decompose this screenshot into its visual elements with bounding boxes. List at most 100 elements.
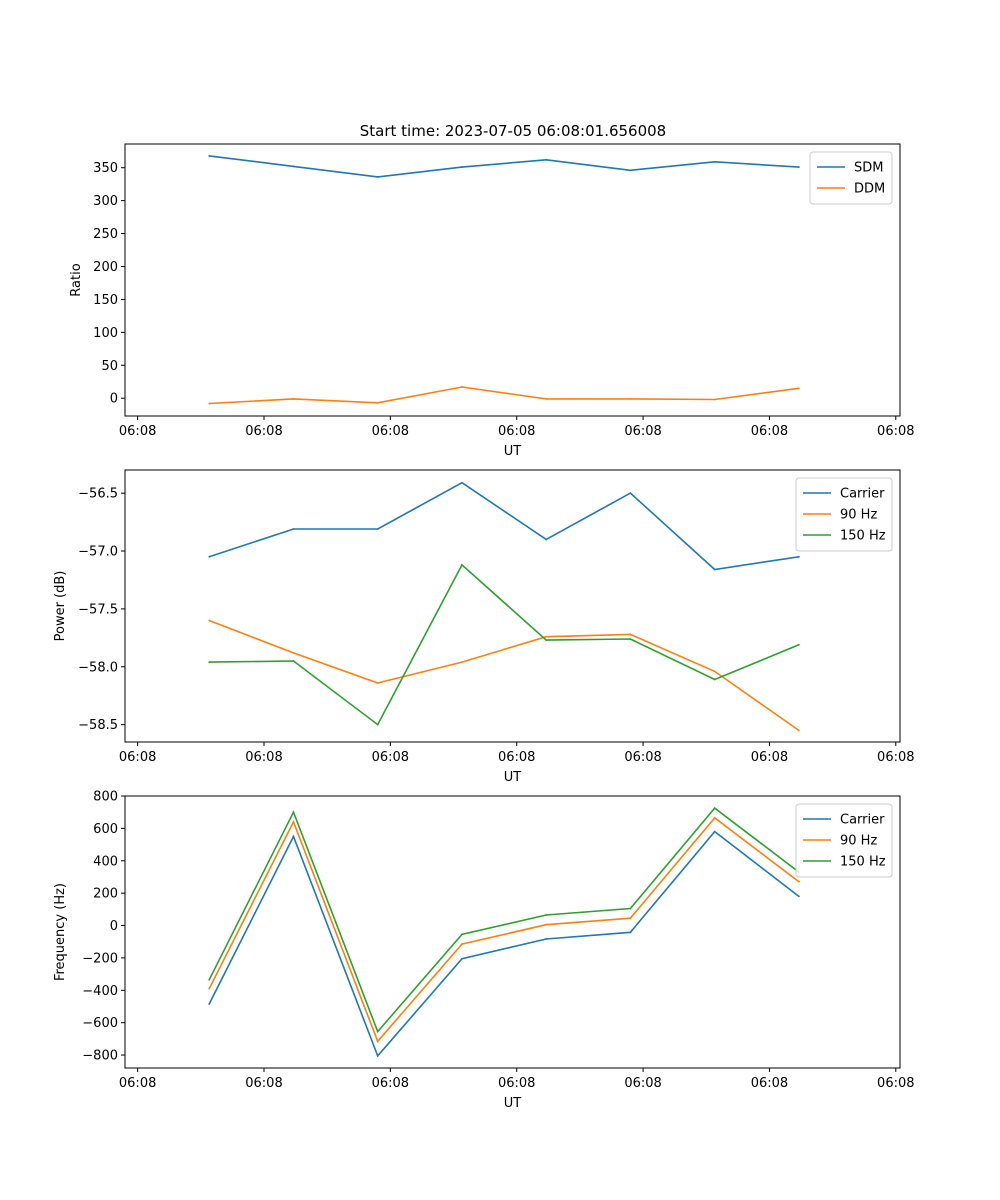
frequency-x-axis-label: UT: [504, 1096, 522, 1111]
power-data-point-150-hz: [208, 661, 211, 664]
frequency-data-point-90-hz: [461, 943, 463, 946]
frequency-series-line-90-hz: [208, 816, 800, 1043]
frequency-data-point-90-hz: [545, 923, 548, 926]
frequency-data-point-carrier: [545, 938, 548, 940]
ratio-series-line-ddm: [209, 386, 800, 405]
power-data-point-90-hz: [461, 661, 463, 664]
power-data-point-90-hz: [713, 670, 716, 673]
power-data-point-90-hz: [629, 633, 632, 636]
power-x-tick-label: 06:08: [119, 750, 156, 765]
power-x-tick-label: 06:08: [245, 750, 282, 765]
frequency-y-tick-label: −800: [82, 1049, 118, 1064]
frequency-series-line-150-hz: [208, 807, 800, 1034]
frequency-data-point-90-hz: [376, 1040, 379, 1043]
frequency-y-axis-label: Frequency (Hz): [53, 883, 68, 981]
power-series-line-90-hz: [208, 619, 800, 732]
ratio-legend-label: SDM: [854, 161, 883, 176]
frequency-data-point-150-hz: [545, 914, 548, 916]
frequency-y-tick-label: 800: [93, 790, 118, 805]
ratio-legend: [809, 151, 893, 205]
ratio-y-tick-label: 100: [93, 326, 118, 341]
ratio-legend-label: DDM: [854, 182, 885, 197]
ratio-data-point-sdm: [713, 160, 716, 163]
ratio-x-tick-label: 06:08: [877, 424, 914, 439]
frequency-x-tick-label: 06:08: [119, 1076, 156, 1091]
frequency-x-tick-label: 06:08: [245, 1076, 282, 1091]
ratio-data-point-sdm: [545, 158, 548, 161]
power-data-point-carrier: [461, 481, 463, 484]
frequency-y-tick-label: 600: [93, 822, 118, 837]
frequency-legend-label: 150 Hz: [840, 855, 886, 870]
frequency-y-tick-label: −200: [82, 951, 118, 966]
power-y-tick-label: −58.0: [78, 660, 118, 675]
ratio-data-point-sdm: [629, 169, 632, 172]
frequency-legend-label: 90 Hz: [840, 834, 877, 849]
power-legend-label: Carrier: [840, 487, 885, 502]
power-data-point-carrier: [292, 528, 295, 530]
power-y-axis-label: Power (dB): [53, 571, 68, 642]
ratio-x-axis-label: UT: [504, 444, 522, 459]
frequency-data-point-carrier: [629, 931, 632, 934]
ratio-y-tick-label: 350: [93, 161, 118, 176]
frequency-chart: 06:08 06:08 06:08 06:08 06:08 06:08 06:08 800 60…: [53, 790, 915, 1112]
ratio-x-tick-label: 06:08: [119, 424, 156, 439]
frequency-y-tick-label: 0: [110, 919, 118, 934]
ratio-data-point-sdm: [798, 166, 800, 168]
frequency-x-tick-label: 06:08: [372, 1076, 409, 1091]
frequency-legend-label: Carrier: [840, 813, 885, 828]
power-data-point-150-hz: [292, 660, 295, 662]
ratio-data-point-ddm: [713, 398, 716, 401]
power-data-point-150-hz: [629, 638, 632, 640]
power-data-point-150-hz: [545, 639, 548, 642]
power-data-point-90-hz: [208, 619, 211, 622]
power-axes-frame: [124, 469, 901, 743]
frequency-data-point-carrier: [292, 835, 295, 838]
ratio-data-point-ddm: [292, 397, 295, 400]
frequency-series-line-carrier: [208, 830, 800, 1058]
ratio-y-tick-label: 50: [101, 359, 118, 374]
power-chart: 06:08 06:08 06:08 06:08 06:08 06:08 06:08 −56.5…: [53, 469, 915, 785]
power-y-tick-label: −57.0: [78, 545, 118, 560]
frequency-legend: [795, 803, 893, 878]
power-y-tick-label: −56.5: [78, 487, 118, 502]
power-legend-label: 150 Hz: [840, 529, 886, 544]
ratio-y-tick-label: 200: [93, 260, 118, 275]
ratio-y-tick-label: 150: [93, 293, 118, 308]
ratio-x-tick-label: 06:08: [498, 424, 535, 439]
frequency-x-tick-label: 06:08: [877, 1076, 914, 1091]
power-data-point-carrier: [629, 492, 632, 495]
ratio-data-point-ddm: [545, 397, 548, 400]
power-data-point-carrier: [545, 538, 548, 541]
power-series-line-150-hz: [209, 563, 800, 726]
power-data-point-carrier: [208, 555, 211, 558]
frequency-data-point-carrier: [208, 1003, 211, 1005]
power-data-point-90-hz: [798, 729, 800, 732]
power-y-tick-label: −58.5: [78, 718, 118, 733]
ratio-data-point-sdm: [208, 154, 211, 157]
ratio-chart: 06:08 06:08 06:08 06:08 06:08 06:08 06:08 0 50 10…: [69, 143, 915, 459]
ratio-y-tick-label: 0: [110, 392, 118, 407]
ratio-data-point-ddm: [798, 387, 800, 390]
frequency-data-point-150-hz: [376, 1030, 379, 1033]
ratio-axes-frame: [124, 143, 901, 417]
ratio-y-tick-label: 250: [93, 227, 118, 242]
frequency-x-tick-label: 06:08: [751, 1076, 788, 1091]
ratio-data-point-ddm: [376, 401, 379, 404]
frequency-y-tick-label: −600: [82, 1016, 118, 1031]
frequency-data-point-150-hz: [461, 933, 463, 936]
power-data-point-150-hz: [713, 678, 716, 681]
power-data-point-carrier: [798, 555, 800, 558]
power-data-point-150-hz: [798, 643, 800, 646]
frequency-data-point-150-hz: [713, 807, 716, 810]
power-x-tick-label: 06:08: [372, 750, 409, 765]
frequency-data-point-150-hz: [292, 811, 295, 814]
frequency-data-point-carrier: [461, 957, 463, 960]
ratio-data-point-ddm: [461, 386, 463, 388]
power-y-tick-label: −57.5: [78, 602, 118, 617]
frequency-data-point-carrier: [798, 895, 800, 898]
frequency-data-point-carrier: [713, 830, 716, 833]
ratio-y-axis-label: Ratio: [69, 263, 84, 296]
frequency-data-point-90-hz: [713, 816, 716, 819]
frequency-y-tick-label: −400: [82, 984, 118, 999]
